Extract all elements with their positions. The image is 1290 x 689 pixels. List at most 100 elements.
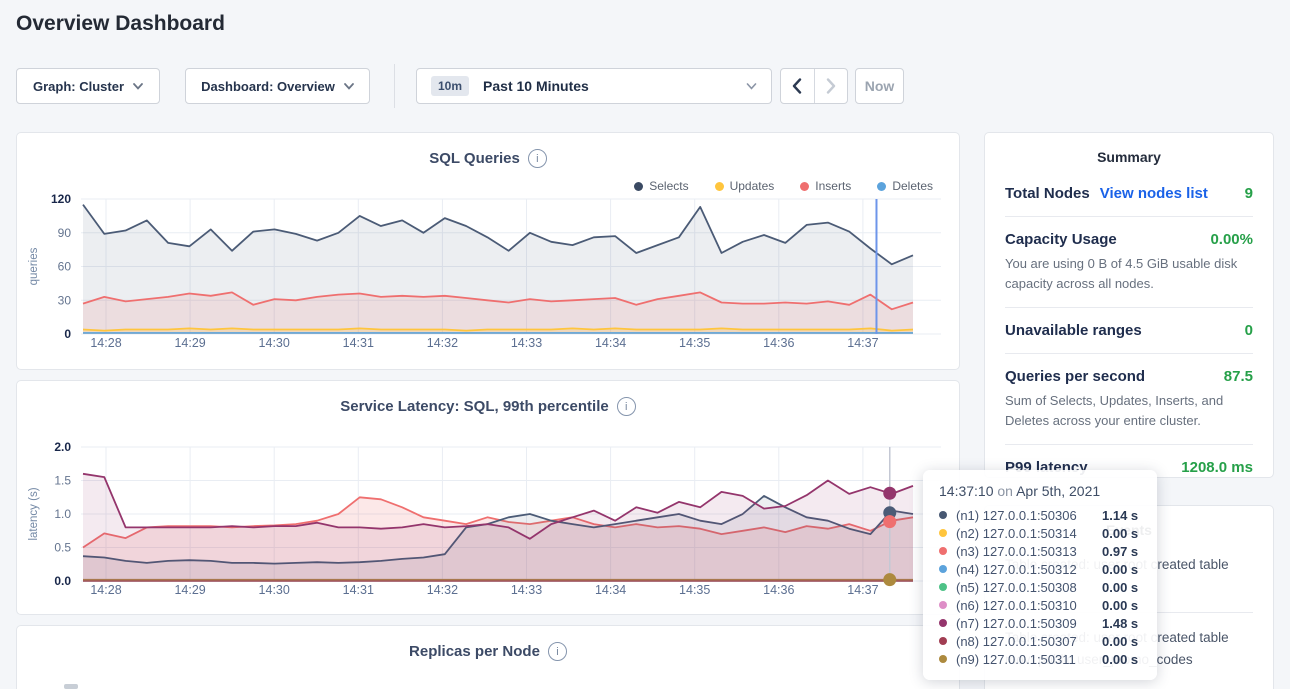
overview-dashboard-page: Overview Dashboard Graph: Cluster Dashbo…: [0, 0, 1290, 689]
time-range-dropdown[interactable]: 10m Past 10 Minutes: [416, 68, 772, 104]
capacity-usage-label: Capacity Usage: [1005, 231, 1117, 248]
unavailable-ranges-label: Unavailable ranges: [1005, 322, 1142, 339]
total-nodes-label: Total Nodes: [1005, 185, 1090, 202]
tooltip-node-label: (n7) 127.0.0.1:50309: [956, 616, 1102, 631]
tooltip-row: (n4) 127.0.0.1:503120.00 s: [939, 560, 1141, 578]
series-dot-icon: [939, 529, 947, 537]
tooltip-node-label: (n8) 127.0.0.1:50307: [956, 634, 1102, 649]
tooltip-rows: (n1) 127.0.0.1:503061.14 s(n2) 127.0.0.1…: [939, 506, 1141, 668]
tooltip-node-value: 0.00 s: [1102, 526, 1138, 541]
sql-queries-panel: SQL Queriesi SelectsUpdatesInsertsDelete…: [16, 132, 960, 370]
tooltip-node-value: 0.00 s: [1102, 580, 1138, 595]
tooltip-node-value: 0.00 s: [1102, 598, 1138, 613]
series-dot-icon: [939, 547, 947, 555]
tooltip-node-value: 1.48 s: [1102, 616, 1138, 631]
divider: [1005, 353, 1253, 354]
time-back-button[interactable]: [781, 69, 815, 103]
svg-text:14:28: 14:28: [90, 583, 121, 597]
svg-text:0.5: 0.5: [54, 541, 71, 555]
total-nodes-value: 9: [1245, 185, 1253, 202]
tooltip-node-label: (n1) 127.0.0.1:50306: [956, 508, 1102, 523]
svg-text:1.5: 1.5: [54, 474, 71, 488]
summary-heading: Summary: [1005, 149, 1253, 165]
service-latency-panel: Service Latency: SQL, 99th percentilei 0…: [16, 380, 960, 615]
replicas-title: Replicas per Nodei: [17, 642, 959, 661]
qps-desc: Sum of Selects, Updates, Inserts, and De…: [1005, 391, 1253, 430]
tooltip-row: (n8) 127.0.0.1:503070.00 s: [939, 632, 1141, 650]
replicas-panel: Replicas per Nodei: [16, 625, 960, 689]
tooltip-node-label: (n5) 127.0.0.1:50308: [956, 580, 1102, 595]
series-dot-icon: [939, 565, 947, 573]
svg-text:14:37: 14:37: [847, 583, 878, 597]
tooltip-node-value: 1.14 s: [1102, 508, 1138, 523]
service-latency-title: Service Latency: SQL, 99th percentilei: [17, 397, 959, 416]
svg-text:14:35: 14:35: [679, 336, 710, 350]
svg-text:14:28: 14:28: [90, 336, 121, 350]
svg-text:120: 120: [51, 192, 71, 206]
dashboard-dropdown-label: Dashboard: Overview: [201, 79, 335, 94]
divider: [1005, 307, 1253, 308]
info-icon[interactable]: i: [617, 397, 636, 416]
series-dot-icon: [939, 655, 947, 663]
tooltip-node-label: (n9) 127.0.0.1:50311: [956, 652, 1102, 667]
svg-text:14:36: 14:36: [763, 583, 794, 597]
page-title: Overview Dashboard: [16, 12, 225, 36]
tooltip-row: (n1) 127.0.0.1:503061.14 s: [939, 506, 1141, 524]
clipped-axis-label-fragment: [64, 684, 78, 689]
tooltip-timestamp: 14:37:10 on Apr 5th, 2021: [939, 483, 1141, 499]
tooltip-node-value: 0.00 s: [1102, 634, 1138, 649]
tooltip-row: (n3) 127.0.0.1:503130.97 s: [939, 542, 1141, 560]
tooltip-node-label: (n3) 127.0.0.1:50313: [956, 544, 1102, 559]
svg-text:2.0: 2.0: [54, 440, 71, 454]
capacity-usage-desc: You are using 0 B of 4.5 GiB usable disk…: [1005, 254, 1253, 293]
divider: [1005, 216, 1253, 217]
dashboard-dropdown[interactable]: Dashboard: Overview: [185, 68, 370, 104]
tooltip-node-value: 0.97 s: [1102, 544, 1138, 559]
svg-text:14:34: 14:34: [595, 336, 626, 350]
tooltip-node-value: 0.00 s: [1102, 652, 1138, 667]
view-nodes-list-link[interactable]: View nodes list: [1100, 185, 1208, 202]
tooltip-row: (n5) 127.0.0.1:503080.00 s: [939, 578, 1141, 596]
svg-text:14:29: 14:29: [174, 583, 205, 597]
qps-label: Queries per second: [1005, 368, 1145, 385]
svg-text:14:33: 14:33: [511, 583, 542, 597]
series-dot-icon: [939, 637, 947, 645]
svg-text:14:34: 14:34: [595, 583, 626, 597]
svg-text:14:32: 14:32: [427, 336, 458, 350]
tooltip-node-value: 0.00 s: [1102, 562, 1138, 577]
time-forward-button[interactable]: [815, 69, 848, 103]
tooltip-row: (n6) 127.0.0.1:503100.00 s: [939, 596, 1141, 614]
qps-value: 87.5: [1224, 368, 1253, 385]
svg-text:queries: queries: [28, 247, 40, 285]
time-range-badge: 10m: [431, 76, 469, 96]
sql-queries-title: SQL Queriesi: [17, 149, 959, 168]
chevron-down-icon: [133, 83, 143, 90]
tooltip-row: (n7) 127.0.0.1:503091.48 s: [939, 614, 1141, 632]
info-icon[interactable]: i: [528, 149, 547, 168]
service-latency-chart[interactable]: 0.00.51.01.52.014:2814:2914:3014:3114:32…: [17, 435, 959, 611]
svg-text:1.0: 1.0: [54, 507, 71, 521]
svg-text:60: 60: [58, 260, 72, 274]
svg-text:90: 90: [58, 226, 72, 240]
tooltip-row: (n9) 127.0.0.1:503110.00 s: [939, 650, 1141, 668]
time-range-label: Past 10 Minutes: [483, 78, 589, 94]
svg-text:14:30: 14:30: [259, 336, 290, 350]
chevron-down-icon: [344, 83, 354, 90]
divider: [1005, 444, 1253, 445]
now-button[interactable]: Now: [855, 68, 904, 104]
svg-text:14:35: 14:35: [679, 583, 710, 597]
tooltip-node-label: (n4) 127.0.0.1:50312: [956, 562, 1102, 577]
info-icon[interactable]: i: [548, 642, 567, 661]
svg-text:0.0: 0.0: [54, 574, 71, 588]
svg-text:30: 30: [58, 293, 72, 307]
svg-text:14:31: 14:31: [343, 336, 374, 350]
tooltip-node-label: (n6) 127.0.0.1:50310: [956, 598, 1102, 613]
summary-panel: Summary Total Nodes View nodes list 9 Ca…: [984, 132, 1274, 478]
p99-latency-value: 1208.0 ms: [1181, 459, 1253, 476]
graph-dropdown[interactable]: Graph: Cluster: [16, 68, 160, 104]
series-dot-icon: [939, 601, 947, 609]
time-nav-group: [780, 68, 848, 104]
sql-queries-chart[interactable]: 030609012014:2814:2914:3014:3114:3214:33…: [17, 187, 959, 363]
toolbar-divider: [394, 64, 395, 108]
series-dot-icon: [939, 511, 947, 519]
